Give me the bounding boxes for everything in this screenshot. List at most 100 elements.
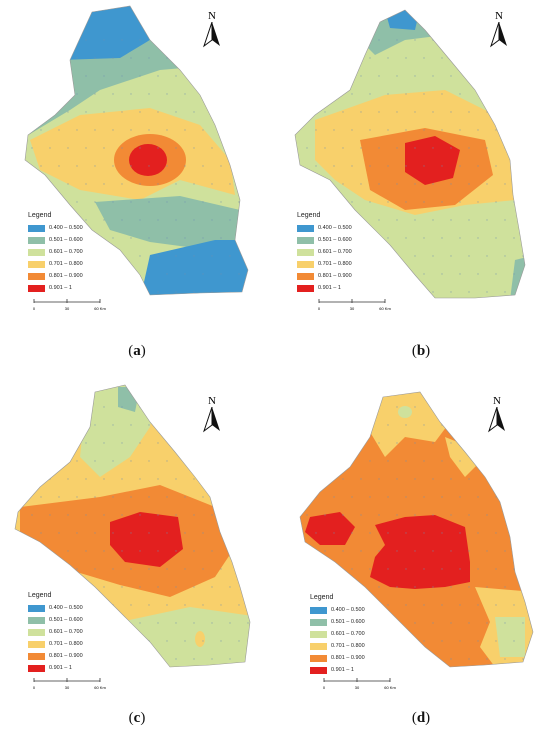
zone-0701-0800 (370, 392, 450, 457)
sample-point (378, 622, 380, 624)
sample-point (477, 460, 479, 462)
legend-swatch (28, 628, 45, 636)
sample-point (85, 478, 87, 480)
sample-point (477, 568, 479, 570)
sample-point (315, 532, 317, 534)
sample-point (468, 255, 470, 257)
sample-point (85, 147, 87, 149)
sample-point (468, 514, 470, 516)
scale-bar: 0 30 60 Km (33, 678, 106, 690)
sample-point (468, 183, 470, 185)
sample-point (40, 568, 42, 570)
sample-point (157, 586, 159, 588)
sample-point (495, 201, 497, 203)
sample-point (459, 129, 461, 131)
sample-point (211, 219, 213, 221)
sample-point (432, 442, 434, 444)
sample-point (76, 57, 78, 59)
sample-point (441, 424, 443, 426)
sample-point (459, 237, 461, 239)
sample-point (405, 273, 407, 275)
sample-point (193, 291, 195, 293)
map-a (24, 5, 249, 296)
sample-point (85, 658, 87, 660)
sample-point (139, 622, 141, 624)
sample-point (112, 640, 114, 642)
legend-swatch (28, 272, 45, 280)
sample-point (486, 658, 488, 660)
sample-point (306, 406, 308, 408)
sample-point (387, 165, 389, 167)
sample-point (522, 622, 524, 624)
sample-point (324, 147, 326, 149)
legend-label: 0.801 – 0.900 (331, 655, 365, 661)
sample-point (450, 658, 452, 660)
sample-point (184, 604, 186, 606)
sample-point (360, 442, 362, 444)
legend-label: 0.901 – 1 (49, 285, 72, 291)
sample-point (85, 622, 87, 624)
sample-point (247, 514, 249, 516)
sample-point (342, 183, 344, 185)
legend: Legend 0.400 – 0.500 0.501 – 0.600 0.601… (28, 212, 83, 294)
sample-point (522, 75, 524, 77)
sample-point (85, 39, 87, 41)
sample-point (202, 532, 204, 534)
sample-point (67, 147, 69, 149)
sample-point (157, 111, 159, 113)
sample-point (76, 93, 78, 95)
map-b (294, 9, 526, 299)
north-arrow-icon (490, 21, 507, 48)
sample-point (369, 460, 371, 462)
legend-item: 0.601 – 0.700 (297, 246, 352, 258)
sample-point (342, 550, 344, 552)
panel-caption-letter: d (416, 710, 426, 726)
legend-item: 0.801 – 0.900 (28, 650, 83, 662)
sample-point (247, 147, 248, 149)
sample-point (369, 93, 371, 95)
sample-point (139, 586, 141, 588)
sample-point (148, 568, 150, 570)
sample-point (121, 291, 123, 293)
sample-point (130, 604, 132, 606)
sample-point (315, 129, 317, 131)
sample-point (360, 406, 362, 408)
sample-point (139, 291, 141, 293)
sample-point (94, 640, 96, 642)
sample-point (306, 111, 308, 113)
sample-point (202, 568, 204, 570)
legend-label: 0.601 – 0.700 (49, 629, 83, 635)
sample-point (459, 496, 461, 498)
sample-point (184, 93, 186, 95)
sample-point (220, 201, 222, 203)
sample-point (504, 550, 506, 552)
sample-point (121, 658, 123, 660)
sample-point (477, 640, 479, 642)
sample-point (31, 183, 33, 185)
sample-point (315, 568, 317, 570)
sample-point (360, 219, 362, 221)
sample-point (396, 75, 398, 77)
sample-point (513, 460, 515, 462)
sample-point (459, 93, 461, 95)
sample-point (139, 111, 141, 113)
sample-point (130, 532, 132, 534)
sample-point (139, 75, 141, 77)
sample-point (522, 514, 524, 516)
sample-point (513, 640, 515, 642)
sample-point (441, 129, 443, 131)
legend-swatch (28, 248, 45, 256)
sample-point (148, 604, 150, 606)
sample-point (351, 201, 353, 203)
sample-point (193, 478, 195, 480)
sample-point (405, 604, 407, 606)
sample-point (121, 39, 123, 41)
sample-point (468, 291, 470, 293)
sample-point (414, 586, 416, 588)
zone-0901-1 (405, 136, 460, 185)
sample-point (49, 550, 51, 552)
sample-point (202, 604, 204, 606)
sample-point (112, 424, 114, 426)
sample-point (306, 39, 308, 41)
sample-point (220, 273, 222, 275)
